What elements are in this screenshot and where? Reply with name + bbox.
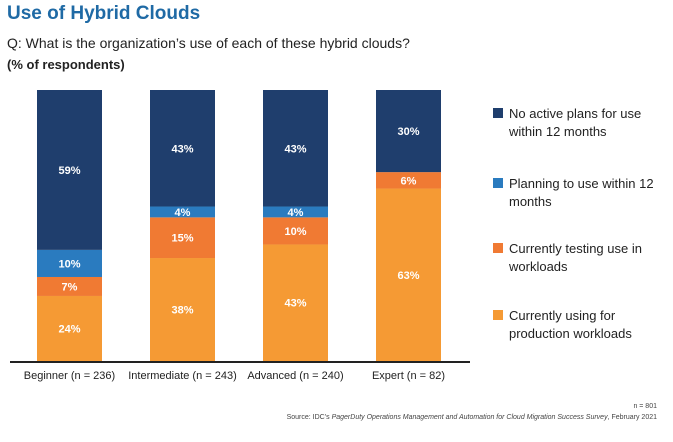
legend-swatch-using [493,310,503,320]
legend-label: Currently testing use in workloads [509,241,642,274]
bar-segment-testing-4 [376,172,441,189]
data-label-no_plans-4: 30% [397,126,419,138]
chart-question: Q: What is the organization’s use of eac… [7,35,410,51]
data-label-planning-3: 4% [288,207,304,219]
chart-title: Use of Hybrid Clouds [7,3,201,24]
bar-segment-planning-3 [263,206,328,218]
data-label-no_plans-2: 43% [171,143,193,155]
legend-swatch-no-plans [493,108,503,118]
legend-label: Planning to use within 12 months [509,176,654,209]
data-label-using-3: 43% [284,298,306,310]
legend-item-planning: Planning to use within 12 months [493,175,659,211]
data-label-no_plans-3: 43% [284,143,306,155]
category-label-4: Expert (n = 82) [372,370,445,382]
bar-segment-no_plans-2 [150,90,215,207]
bar-segment-using-2 [150,258,215,361]
category-label-3: Advanced (n = 240) [247,370,343,382]
legend-label: No active plans for use within 12 months [509,106,642,139]
bar-segment-no_plans-1 [37,90,102,250]
data-label-using-4: 63% [397,270,419,282]
sample-size-note: n = 801 [633,403,657,410]
data-label-using-2: 38% [171,305,193,317]
bar-segment-testing-1 [37,276,102,296]
data-label-testing-4: 6% [401,175,417,187]
legend-item-testing: Currently testing use in workloads [493,240,659,276]
source-title: PagerDuty Operations Management and Auto… [331,414,608,421]
source-prefix: Source: IDC’s [286,414,332,421]
legend-item-using: Currently using for production workloads [493,307,659,343]
bar-segment-planning-2 [150,206,215,218]
category-label-2: Intermediate (n = 243) [128,370,237,382]
bars-group: 24% 7% 10% 59% 38% 15% 4% 43% 43% 10% 4% 43% 63% 6% 30… [37,90,441,361]
bar-segment-using-1 [37,295,102,361]
bar-segment-no_plans-3 [263,90,328,207]
source-suffix: , February 2021 [607,414,657,421]
category-label-1: Beginner (n = 236) [24,370,115,382]
data-label-using-1: 24% [58,323,80,335]
data-label-testing-2: 15% [171,233,193,245]
bar-segment-no_plans-4 [376,90,441,173]
bar-segment-using-3 [263,244,328,361]
data-label-planning-1: 10% [58,258,80,270]
chart-units: (% of respondents) [7,57,125,72]
legend-label: Currently using for production workloads [509,308,632,341]
legend-swatch-testing [493,243,503,253]
source-note: Source: IDC’s PagerDuty Operations Manag… [287,414,657,421]
bar-segment-testing-3 [263,217,328,245]
legend-swatch-planning [493,178,503,188]
bar-segment-using-4 [376,188,441,361]
data-label-testing-1: 7% [62,281,78,293]
data-label-planning-2: 4% [175,207,191,219]
data-label-testing-3: 10% [284,226,306,238]
legend-item-no-plans: No active plans for use within 12 months [493,105,659,141]
bar-segment-planning-1 [37,249,102,277]
data-label-no_plans-1: 59% [58,165,80,177]
bar-segment-testing-2 [150,217,215,259]
category-labels: Beginner (n = 236) Intermediate (n = 243)… [24,370,445,382]
